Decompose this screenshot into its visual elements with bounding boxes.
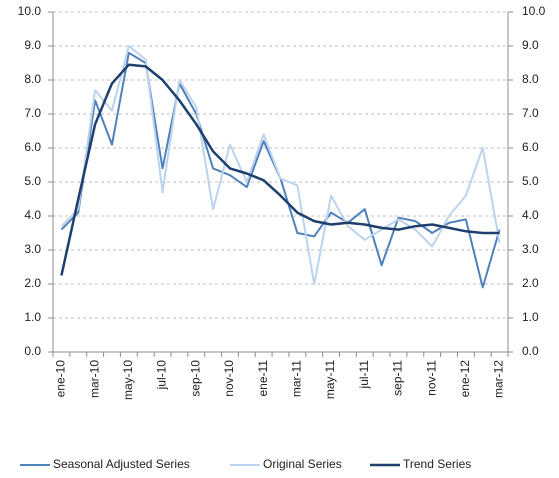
series-line <box>60 63 500 276</box>
y2-tick-label: 9.0 <box>522 38 539 52</box>
y2-tick-label: 7.0 <box>522 106 539 120</box>
y-tick-label: 6.0 <box>24 140 41 154</box>
legend-label: Original Series <box>263 457 342 471</box>
x-tick-label: ene-11 <box>256 360 270 397</box>
y2-tick-label: 3.0 <box>522 242 539 256</box>
y2-tick-label: 0.0 <box>522 344 539 358</box>
x-tick-label: mar-10 <box>87 360 101 398</box>
series-line <box>60 51 501 289</box>
y-tick-label: 7.0 <box>24 106 41 120</box>
x-tick-label: sep-11 <box>391 360 405 396</box>
series-line <box>60 45 501 285</box>
y2-tick-label: 6.0 <box>522 140 539 154</box>
y2-tick-label: 10.0 <box>522 4 546 18</box>
x-tick-label: may-11 <box>323 360 337 399</box>
legend-label: Trend Series <box>403 457 471 471</box>
y2-tick-label: 8.0 <box>522 72 539 86</box>
x-tick-label: mar-12 <box>492 360 506 398</box>
x-tick-label: may-10 <box>121 360 135 400</box>
x-tick-label: sep-10 <box>188 360 202 397</box>
x-tick-label: jul-11 <box>357 360 371 390</box>
y-tick-label: 8.0 <box>24 72 41 86</box>
y-tick-label: 10.0 <box>18 4 42 18</box>
y-tick-label: 3.0 <box>24 242 41 256</box>
y-tick-label: 0.0 <box>24 344 41 358</box>
x-tick-label: ene-12 <box>458 360 472 398</box>
y-tick-label: 5.0 <box>24 174 41 188</box>
y-tick-label: 9.0 <box>24 38 41 52</box>
y2-tick-label: 2.0 <box>522 276 539 290</box>
y-tick-label: 4.0 <box>24 208 41 222</box>
y2-tick-label: 5.0 <box>522 174 539 188</box>
y2-tick-label: 4.0 <box>522 208 539 222</box>
x-tick-label: nov-11 <box>424 360 438 396</box>
x-tick-label: mar-11 <box>290 360 304 397</box>
y-tick-label: 2.0 <box>24 276 41 290</box>
y-tick-label: 1.0 <box>24 310 41 324</box>
x-tick-label: ene-10 <box>54 360 68 398</box>
x-tick-label: jul-10 <box>155 360 169 391</box>
y2-tick-label: 1.0 <box>522 310 539 324</box>
x-tick-label: nov-10 <box>222 360 236 397</box>
legend-label: Seasonal Adjusted Series <box>53 457 190 471</box>
